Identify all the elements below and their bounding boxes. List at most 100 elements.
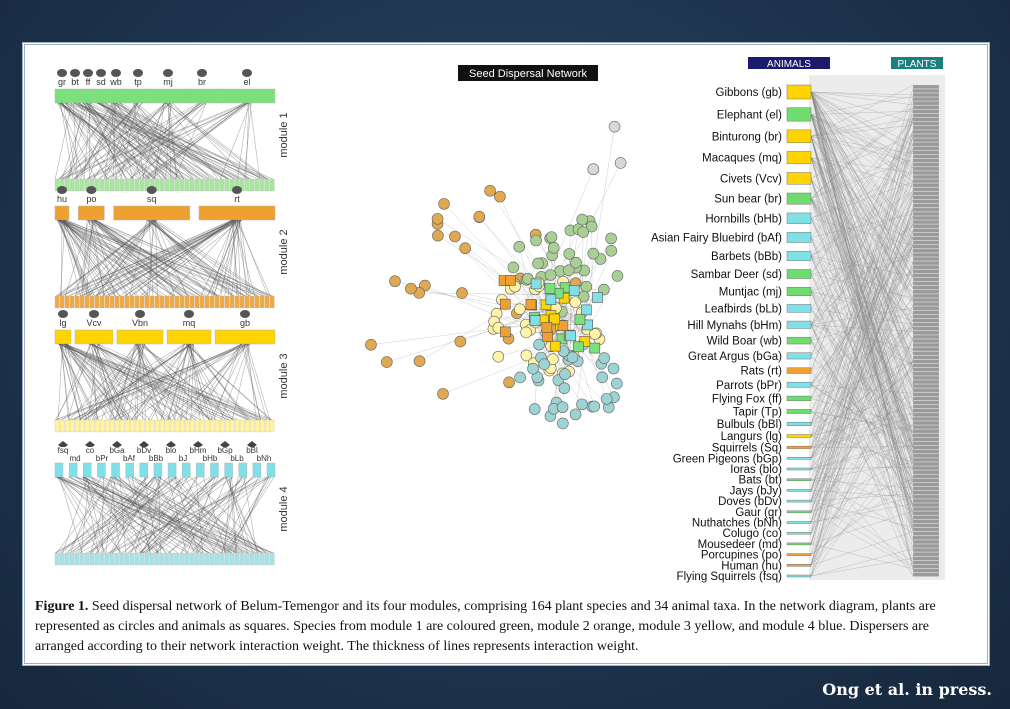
plant-bar bbox=[204, 552, 210, 566]
plant-bar bbox=[214, 178, 220, 192]
animal-abbrev: fsq bbox=[58, 446, 69, 455]
animal-bar bbox=[111, 462, 120, 478]
plant-node bbox=[585, 220, 598, 233]
plant-node bbox=[569, 296, 582, 308]
plant-weight-bar bbox=[912, 121, 940, 126]
caption-text: Seed dispersal network of Belum-Temengor… bbox=[35, 599, 936, 654]
plant-weight-bar bbox=[912, 376, 940, 380]
plant-weight-bar bbox=[912, 556, 940, 561]
plant-node bbox=[449, 230, 461, 243]
plant-bar bbox=[259, 295, 265, 309]
plant-bar bbox=[229, 419, 235, 433]
plant-weight-bar bbox=[912, 507, 940, 511]
plant-node bbox=[547, 353, 559, 365]
plant-bar bbox=[159, 178, 165, 192]
animal-label: Elephant (el) bbox=[717, 109, 782, 121]
plant-weight-bar bbox=[912, 117, 940, 122]
animal-abbrev: bBl bbox=[246, 446, 258, 455]
plant-bar bbox=[224, 552, 230, 566]
module-label: module 1 bbox=[278, 112, 290, 157]
plant-bar bbox=[114, 552, 120, 566]
animal-bar bbox=[224, 462, 233, 478]
plant-bar bbox=[164, 295, 170, 309]
plant-bar bbox=[269, 419, 275, 433]
plant-bar bbox=[119, 295, 125, 309]
plant-bar bbox=[179, 552, 185, 566]
plant-node bbox=[437, 388, 449, 400]
animal-weight-bar bbox=[786, 574, 812, 578]
plant-node bbox=[589, 328, 601, 340]
plant-node bbox=[405, 282, 417, 295]
animal-weight-bar bbox=[786, 542, 812, 546]
plant-node bbox=[598, 352, 610, 364]
plant-node bbox=[533, 338, 545, 351]
animal-bar bbox=[252, 462, 262, 478]
plant-bar bbox=[159, 419, 165, 433]
plant-weight-bar bbox=[912, 458, 940, 462]
animal-label: Hornbills (bHb) bbox=[705, 213, 782, 225]
animal-node bbox=[592, 292, 603, 303]
plants-header-box bbox=[891, 57, 943, 69]
animal-weight-bar bbox=[786, 421, 812, 427]
plant-weight-bar bbox=[912, 560, 940, 565]
animal-abbrev: md bbox=[69, 454, 80, 463]
animal-abbrev: bGa bbox=[109, 446, 125, 455]
bird-silhouette-icon bbox=[247, 441, 257, 447]
plant-weight-bar bbox=[912, 400, 940, 405]
animal-abbrev: gr bbox=[58, 77, 66, 87]
animal-label: Squirrels (Sq) bbox=[712, 442, 782, 454]
plant-weight-bar bbox=[912, 527, 940, 532]
plant-bar bbox=[104, 552, 110, 566]
animal-bar bbox=[83, 462, 92, 478]
plant-node bbox=[389, 275, 401, 288]
plant-node bbox=[473, 210, 486, 223]
animal-abbrev: lg bbox=[59, 318, 66, 328]
animal-label: Flying Squirrels (fsq) bbox=[677, 571, 783, 583]
plant-bar bbox=[139, 419, 145, 433]
plant-node bbox=[563, 248, 576, 260]
plant-bar bbox=[64, 419, 70, 433]
plant-weight-bar bbox=[912, 220, 940, 225]
plant-weight-bar bbox=[912, 396, 940, 401]
plant-weight-bar bbox=[912, 253, 940, 257]
plant-weight-bar bbox=[912, 248, 940, 253]
animal-node bbox=[557, 320, 569, 331]
plant-bar bbox=[214, 419, 220, 433]
animal-bar bbox=[167, 462, 177, 478]
animal-label: Barbets (bBb) bbox=[711, 251, 782, 263]
interaction-lines bbox=[55, 219, 274, 297]
plant-weight-bar bbox=[912, 548, 940, 552]
animal-abbrev: bHb bbox=[203, 454, 218, 463]
plant-weight-bar bbox=[912, 129, 940, 134]
plant-weight-bar bbox=[912, 519, 940, 524]
plant-bar bbox=[259, 178, 265, 192]
animal-bar bbox=[54, 205, 70, 221]
plant-weight-bar bbox=[912, 277, 940, 282]
animal-label: Great Argus (bGa) bbox=[688, 351, 782, 363]
plant-weight-bar bbox=[912, 404, 940, 409]
plant-bar bbox=[69, 552, 75, 566]
plant-bar bbox=[99, 178, 105, 192]
plant-bar bbox=[104, 178, 110, 192]
plant-bar bbox=[139, 552, 145, 566]
plant-weight-bar bbox=[912, 199, 940, 204]
figure-caption: Figure 1. Seed dispersal network of Belu… bbox=[35, 597, 979, 657]
animal-bar bbox=[74, 329, 114, 345]
animal-label: Jays (bJy) bbox=[730, 485, 783, 497]
plant-node bbox=[587, 163, 600, 176]
animal-node bbox=[579, 336, 591, 347]
network-title-box bbox=[458, 65, 598, 81]
animal-weight-bar bbox=[786, 521, 812, 524]
plant-node bbox=[520, 349, 533, 362]
plant-node bbox=[596, 371, 609, 384]
animal-weight-bar bbox=[786, 564, 812, 567]
plant-bar bbox=[174, 178, 180, 192]
plant-bar bbox=[129, 419, 135, 433]
plant-node bbox=[492, 350, 505, 363]
plant-bar bbox=[149, 552, 155, 566]
figure-panel: gr bt ff sd wb tp mj br el module 1 hu po sq rt module… bbox=[22, 42, 990, 666]
animal-bar bbox=[183, 88, 221, 104]
plant-bar bbox=[244, 295, 250, 309]
plant-bar bbox=[124, 295, 130, 309]
plant-bar bbox=[134, 178, 140, 192]
